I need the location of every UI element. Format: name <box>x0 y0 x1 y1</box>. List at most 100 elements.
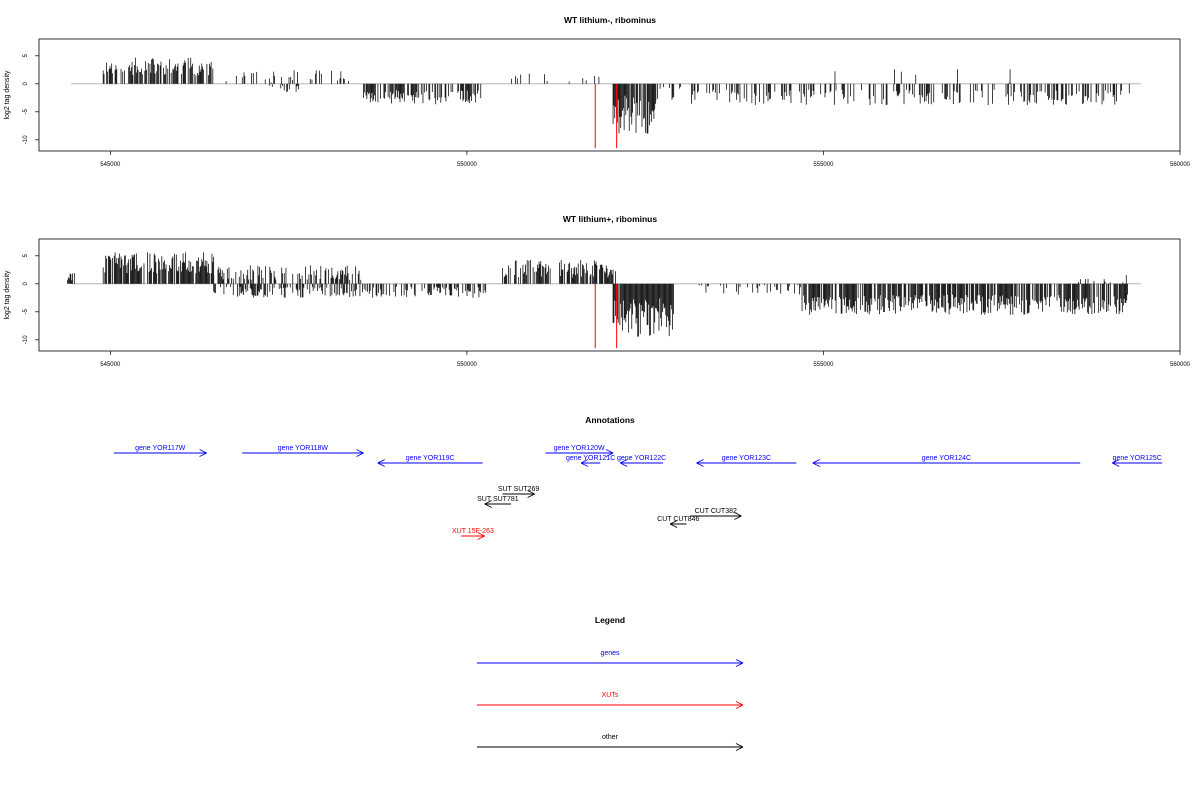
legend-item: XUTs <box>477 692 744 709</box>
y-tick-label: 0 <box>23 81 29 85</box>
arrow-head <box>734 512 742 517</box>
panel-title: WT lithium+, ribominus <box>563 214 657 224</box>
annotation-label: SUT SUT269 <box>498 486 540 493</box>
legend-title: Legend <box>595 615 625 625</box>
x-tick-label: 555000 <box>813 362 834 368</box>
arrow-head <box>619 462 628 467</box>
annotation-arrow <box>242 449 364 457</box>
arrow-head <box>735 743 744 748</box>
annotation-arrow <box>619 459 663 467</box>
x-tick-label: 545000 <box>100 162 121 168</box>
x-tick-label: 560000 <box>1170 362 1191 368</box>
x-tick-label: 545000 <box>100 362 121 368</box>
arrow-head <box>1112 459 1120 464</box>
arrow-head <box>812 462 820 467</box>
legend-arrow <box>477 701 744 709</box>
annotation-label: gene YOR118W <box>278 445 329 452</box>
legend-label: genes <box>600 650 620 657</box>
markers <box>594 83 618 149</box>
annotation-arrow <box>502 490 535 498</box>
annotation-label: gene YOR121C <box>566 455 615 462</box>
panel-lithium-plus: WT lithium+, ribominus log2 tag density … <box>4 214 1191 368</box>
annotation-xut: XUT 15F-263 <box>452 528 494 540</box>
annotation-arrow <box>669 520 687 528</box>
annotations-title: Annotations <box>585 415 635 425</box>
axis-ticks: 545000 550000 555000 560000 -10 -5 0 5 <box>23 53 1191 168</box>
annotation-other: SUT SUT781 <box>477 496 519 508</box>
arrow-head <box>696 459 704 464</box>
axis-ticks: 545000 550000 555000 560000 -10 -5 0 5 <box>23 253 1191 368</box>
arrow-head <box>696 462 704 467</box>
panel-lithium-minus: WT lithium-, ribominus log2 tag density … <box>4 15 1191 168</box>
arrow-head <box>812 459 820 464</box>
arrow-head <box>527 490 535 495</box>
annotation-label: gene YOR125C <box>1113 455 1162 462</box>
annotation-arrow <box>690 512 742 520</box>
y-axis-label: log2 tag density <box>4 270 11 320</box>
arrow-head <box>669 520 678 525</box>
legend-item: other <box>477 734 744 751</box>
arrow-head <box>527 493 535 498</box>
arrow-head <box>735 701 744 706</box>
bars <box>67 252 1141 337</box>
arrow-head <box>484 500 492 505</box>
annotation-gene: gene YOR125C <box>1112 455 1163 467</box>
annotation-arrow <box>113 449 207 457</box>
x-tick-label: 555000 <box>813 162 834 168</box>
annotation-label: gene YOR120W <box>554 445 605 452</box>
annotation-gene: gene YOR120W <box>545 445 614 457</box>
y-tick-label: 5 <box>23 53 29 57</box>
arrow-head <box>580 459 589 464</box>
annotation-label: CUT CUT382 <box>695 508 737 515</box>
annotation-gene: gene YOR122C <box>617 455 666 467</box>
arrow-head <box>1112 462 1120 467</box>
annotation-gene: gene YOR124C <box>812 455 1081 467</box>
annotation-arrow <box>580 459 601 467</box>
annotation-label: XUT 15F-263 <box>452 528 494 535</box>
annotation-label: gene YOR123C <box>722 455 771 462</box>
y-tick-label: -5 <box>23 108 29 114</box>
annotation-arrow <box>1112 459 1163 467</box>
arrow-head <box>734 515 742 520</box>
annotation-label: gene YOR117W <box>135 445 186 452</box>
arrow-head <box>477 535 485 540</box>
annotation-arrow <box>696 459 797 467</box>
annotations-panel: Annotations gene YOR117W gene YOR118W gene… <box>113 415 1163 540</box>
arrow-head <box>199 449 207 454</box>
annotation-label: gene YOR122C <box>617 455 666 462</box>
annotation-other: CUT CUT846 <box>657 516 700 528</box>
annotation-gene: gene YOR121C <box>566 455 615 467</box>
arrow-head <box>605 449 614 454</box>
y-tick-label: -5 <box>23 308 29 314</box>
annotation-arrow <box>812 459 1081 467</box>
annotation-label: gene YOR124C <box>922 455 971 462</box>
annotation-other: SUT SUT269 <box>498 486 540 498</box>
plot-frame <box>38 238 1181 352</box>
annotation-arrow <box>377 459 483 467</box>
y-tick-label: -10 <box>23 135 29 144</box>
x-tick-label: 550000 <box>457 162 478 168</box>
arrow-head <box>580 462 589 467</box>
arrow-head <box>356 449 364 454</box>
arrow-head <box>199 452 207 457</box>
arrow-head <box>735 662 744 667</box>
bars <box>71 57 1141 134</box>
arrow-head <box>619 459 628 464</box>
y-tick-label: 5 <box>23 253 29 257</box>
legend-items: genes XUTs other <box>477 650 744 751</box>
arrow-head <box>377 459 385 464</box>
arrow-head <box>735 704 744 709</box>
annotation-label: CUT CUT846 <box>657 516 699 523</box>
y-tick-label: 0 <box>23 281 29 285</box>
legend-arrow <box>477 743 744 751</box>
arrow-head <box>605 452 614 457</box>
annotation-gene: gene YOR118W <box>242 445 364 457</box>
legend-label: XUTs <box>602 692 619 699</box>
legend-arrow <box>477 659 744 667</box>
annotation-gene: gene YOR119C <box>377 455 483 467</box>
arrow-head <box>735 659 744 664</box>
annotation-arrow <box>545 449 614 457</box>
plot-frame <box>38 38 1181 152</box>
legend-panel: Legend genes XUTs other <box>477 615 744 751</box>
markers <box>594 283 618 349</box>
